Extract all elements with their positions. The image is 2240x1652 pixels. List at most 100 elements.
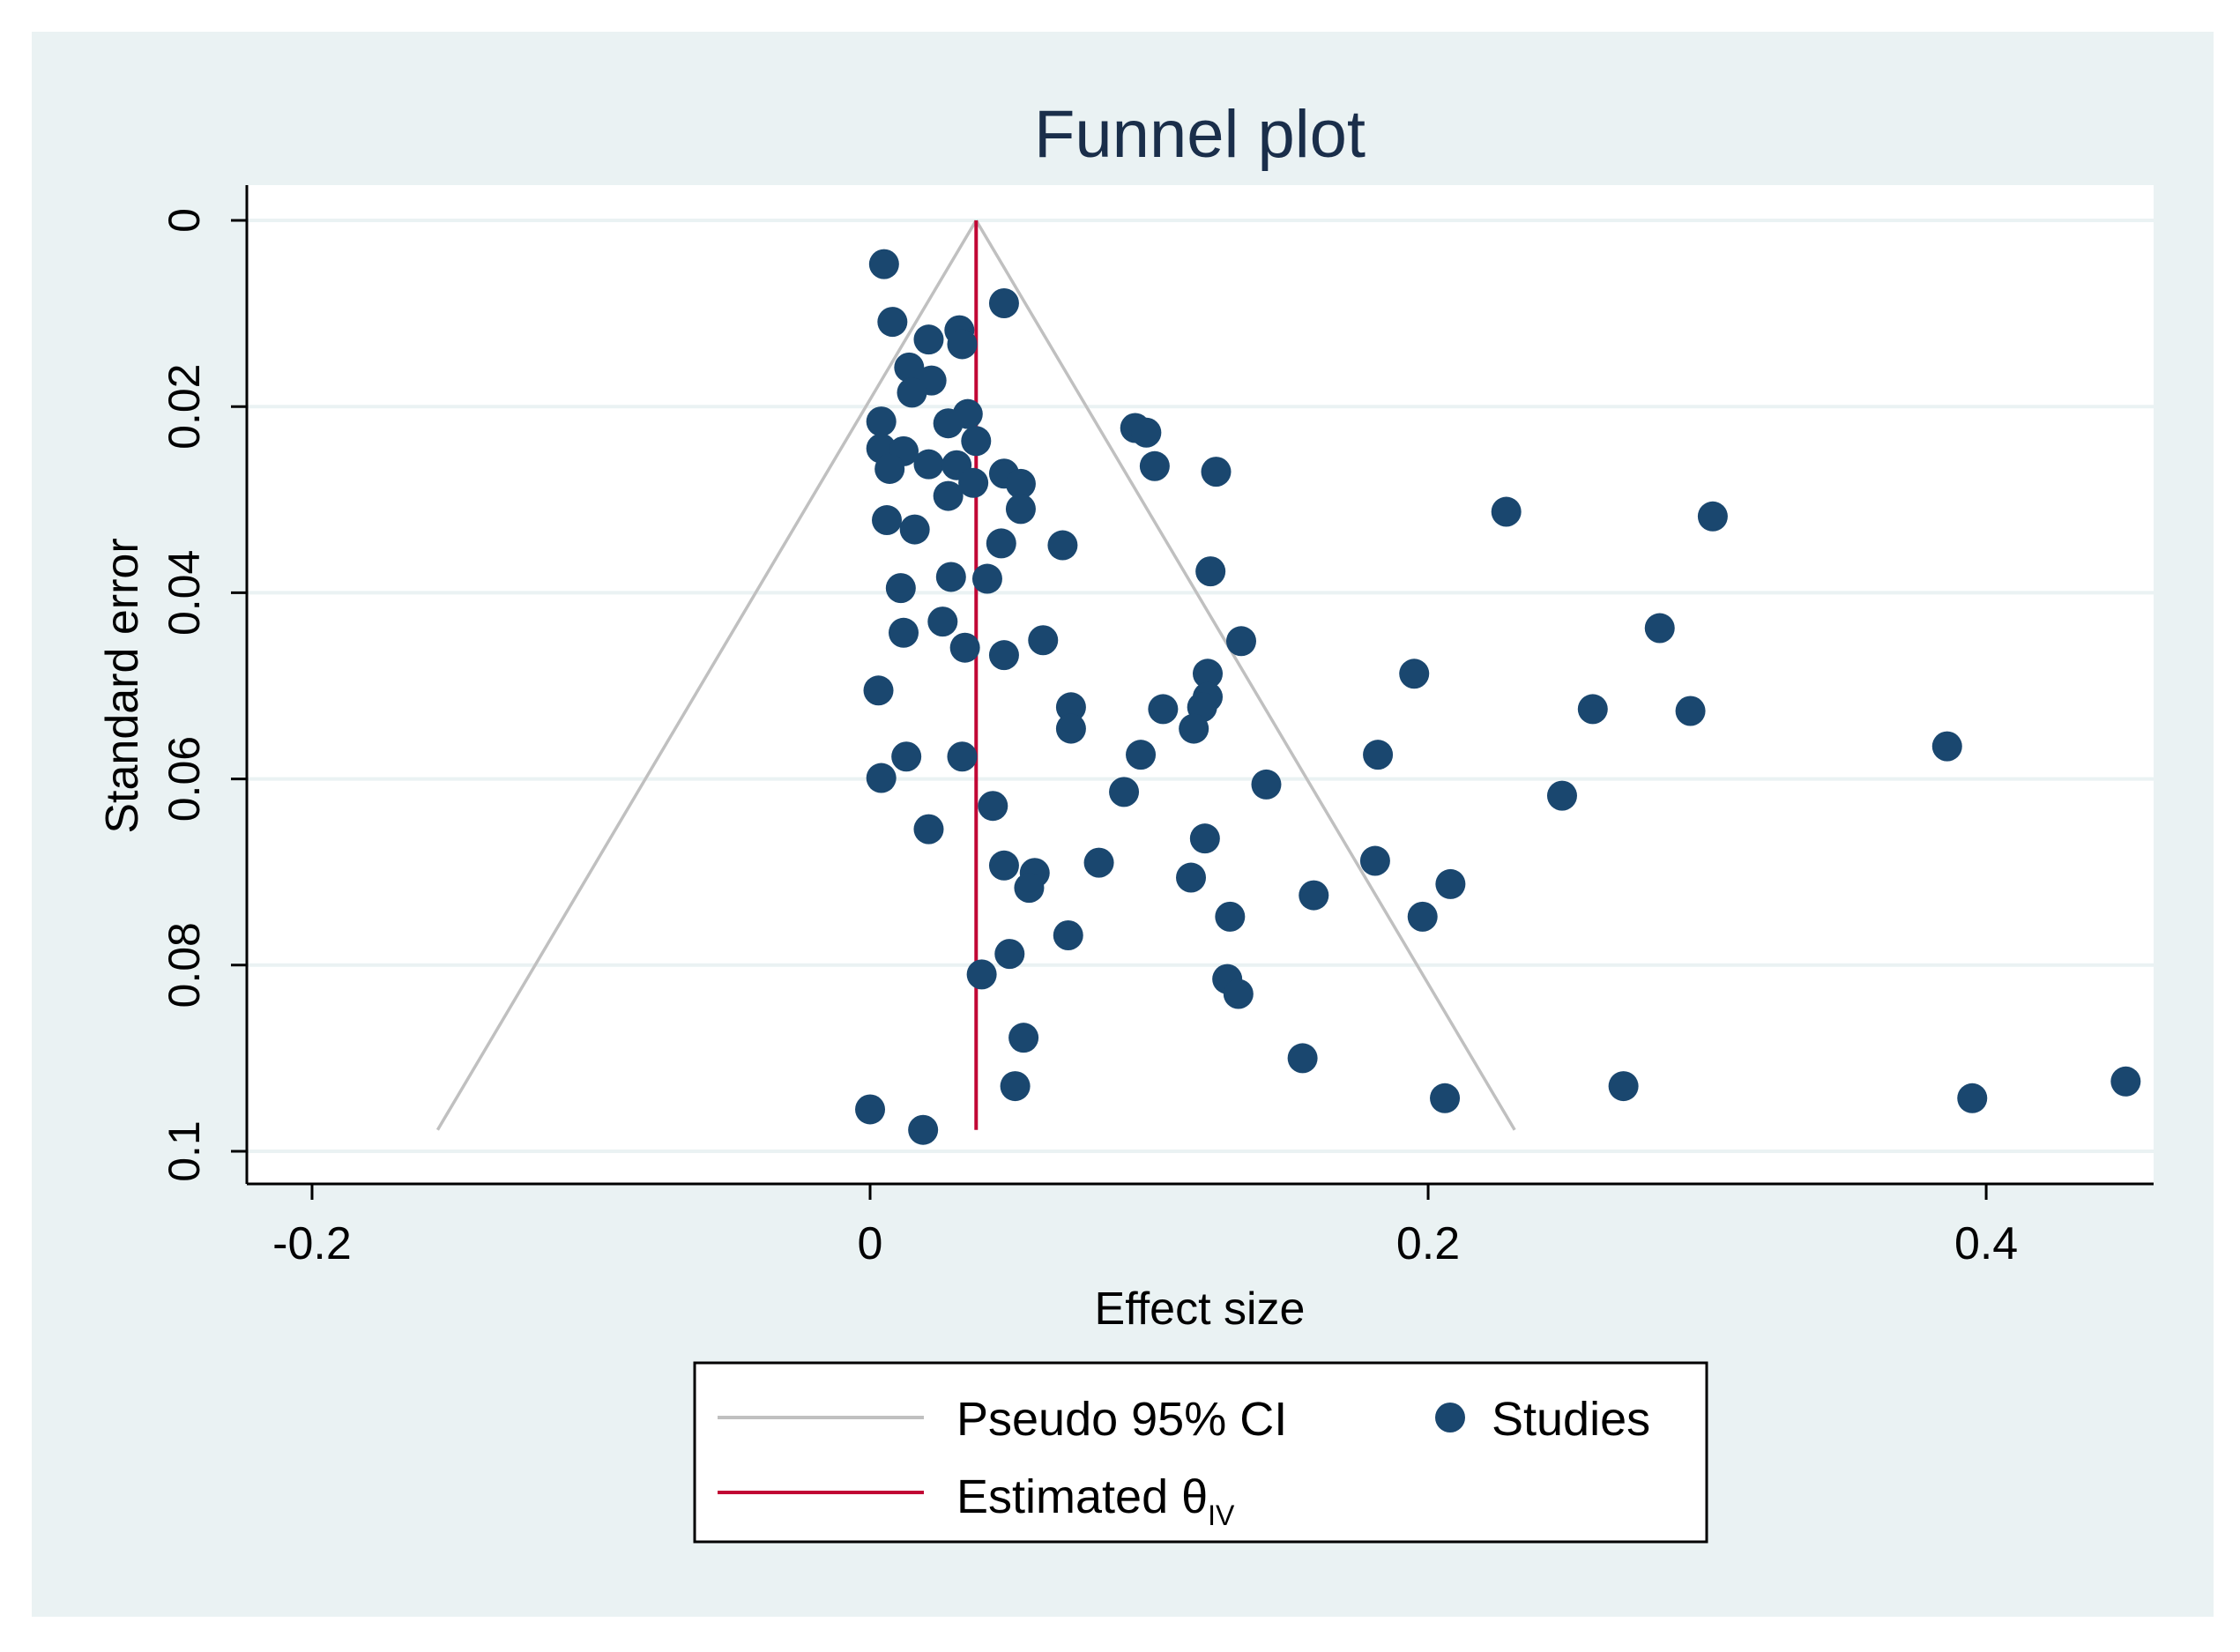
x-tick-labels: -0.2 0 0.2 0.4 bbox=[272, 1218, 2018, 1269]
study-point bbox=[978, 791, 1008, 822]
study-point bbox=[868, 249, 899, 279]
study-point bbox=[1435, 868, 1466, 899]
study-point bbox=[1287, 1043, 1318, 1074]
y-tick-label: 0 bbox=[160, 208, 209, 233]
study-point bbox=[988, 287, 1019, 318]
study-point bbox=[1053, 920, 1083, 951]
study-point bbox=[885, 573, 916, 604]
study-point bbox=[872, 505, 903, 536]
study-point bbox=[1176, 862, 1207, 893]
study-point bbox=[855, 1094, 886, 1125]
y-tick-label: 0.04 bbox=[160, 550, 209, 636]
ci-line-left bbox=[435, 220, 978, 1131]
study-point bbox=[1675, 696, 1706, 726]
y-axis-label: Standard error bbox=[97, 538, 148, 833]
study-point bbox=[897, 377, 927, 408]
x-tick-label: 0.2 bbox=[1396, 1218, 1460, 1269]
study-point bbox=[1148, 694, 1179, 725]
study-point bbox=[863, 675, 894, 706]
y-tick-label: 0.08 bbox=[160, 922, 209, 1008]
study-point bbox=[1299, 880, 1329, 911]
study-point bbox=[1225, 626, 1256, 657]
study-point bbox=[2110, 1066, 2141, 1097]
study-point bbox=[877, 307, 908, 338]
study-point bbox=[1139, 450, 1170, 481]
study-point bbox=[866, 763, 897, 793]
study-point bbox=[1014, 873, 1045, 904]
study-point bbox=[908, 1114, 939, 1145]
study-point bbox=[899, 514, 930, 545]
axes bbox=[231, 185, 2154, 1200]
legend-estimate-subscript: IV bbox=[1208, 1499, 1235, 1531]
study-point bbox=[1005, 494, 1036, 525]
study-point bbox=[866, 406, 897, 437]
study-point bbox=[891, 741, 922, 772]
x-axis-label: Effect size bbox=[1095, 1284, 1306, 1335]
study-point bbox=[913, 324, 944, 355]
study-point bbox=[1126, 740, 1157, 770]
study-point bbox=[1251, 769, 1282, 800]
study-point bbox=[986, 528, 1016, 559]
study-point bbox=[933, 408, 964, 439]
study-point bbox=[988, 640, 1019, 671]
study-point bbox=[1008, 1023, 1039, 1053]
study-point bbox=[1000, 1071, 1031, 1102]
ci-line-right bbox=[974, 220, 1516, 1131]
legend-studies-label: Studies bbox=[1492, 1393, 1650, 1446]
study-point bbox=[961, 426, 992, 457]
y-tick-label: 0.06 bbox=[160, 736, 209, 822]
study-point bbox=[889, 617, 919, 648]
study-point bbox=[933, 480, 964, 511]
study-point bbox=[1055, 713, 1086, 744]
legend-ci-label: Pseudo 95% CI bbox=[956, 1393, 1287, 1446]
study-point bbox=[947, 329, 978, 360]
study-point bbox=[1109, 777, 1140, 807]
study-point bbox=[1083, 847, 1114, 878]
legend-estimate-label: Estimated θIV bbox=[956, 1470, 1235, 1531]
study-point bbox=[1399, 659, 1430, 689]
study-point bbox=[1644, 613, 1675, 644]
study-point bbox=[1193, 659, 1224, 689]
study-point bbox=[913, 814, 944, 845]
study-point bbox=[1047, 530, 1078, 561]
study-point bbox=[927, 606, 958, 637]
legend: Pseudo 95% CI Studies Estimated θIV bbox=[693, 1361, 1708, 1544]
study-points bbox=[855, 249, 2141, 1145]
study-point bbox=[1546, 780, 1577, 811]
study-point bbox=[947, 741, 978, 772]
study-point bbox=[966, 959, 997, 990]
study-point bbox=[971, 563, 1002, 594]
y-tick-label: 0.02 bbox=[160, 364, 209, 450]
study-point bbox=[1407, 901, 1438, 932]
study-point bbox=[949, 632, 980, 663]
study-point bbox=[1028, 625, 1059, 656]
study-point bbox=[1195, 556, 1226, 587]
study-point bbox=[958, 467, 989, 498]
x-tick-label: 0 bbox=[858, 1218, 883, 1269]
gridlines bbox=[247, 219, 2154, 1153]
study-point bbox=[1697, 501, 1728, 532]
x-tick-label: -0.2 bbox=[272, 1218, 352, 1269]
legend-studies-swatch bbox=[1435, 1403, 1465, 1432]
study-point bbox=[1363, 740, 1394, 770]
study-point bbox=[1491, 496, 1522, 527]
study-point bbox=[1189, 823, 1220, 854]
chart-title: Funnel plot bbox=[1034, 97, 1366, 172]
study-point bbox=[1430, 1083, 1461, 1113]
study-point bbox=[935, 562, 966, 592]
study-point bbox=[988, 850, 1019, 881]
study-point bbox=[894, 352, 925, 383]
x-tick-label: 0.4 bbox=[1954, 1218, 2018, 1269]
study-point bbox=[1201, 457, 1232, 487]
study-point bbox=[874, 453, 905, 484]
y-tick-labels: 0 0.02 0.04 0.06 0.08 0.1 bbox=[160, 208, 209, 1182]
legend-box bbox=[693, 1361, 1708, 1544]
study-point bbox=[1608, 1071, 1639, 1102]
study-point bbox=[1055, 692, 1086, 723]
study-point bbox=[1179, 713, 1209, 744]
ci-lines bbox=[435, 220, 1516, 1131]
study-point bbox=[1131, 417, 1162, 448]
study-point bbox=[994, 939, 1025, 970]
